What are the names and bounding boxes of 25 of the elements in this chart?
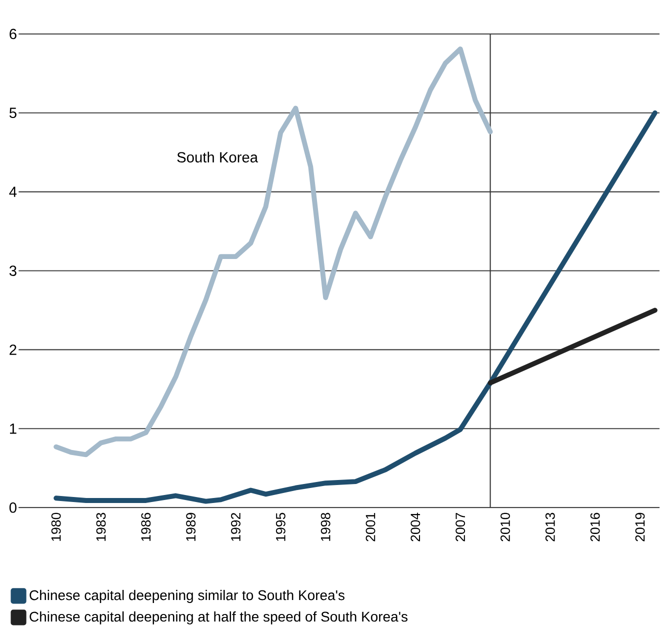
x-tick-label: 1989	[186, 512, 196, 541]
x-tick-label: 1992	[231, 512, 240, 541]
x-tick-label: 1986	[141, 512, 151, 541]
x-tick-label: 1995	[276, 512, 286, 541]
x-tick-label: 2007	[456, 512, 466, 542]
x-tick-label: 2013	[545, 512, 555, 542]
x-tick-label: 1983	[96, 512, 106, 541]
x-tick-label: 2004	[410, 512, 420, 542]
y-tick-label: 3	[9, 265, 16, 276]
y-tick-label: 0	[9, 502, 16, 513]
x-tick-label: 2010	[500, 512, 510, 542]
x-tick-label: 1998	[320, 512, 330, 541]
line-series	[54, 46, 493, 457]
y-tick-label: 6	[10, 28, 16, 39]
legend-label: Chinese capital deepening similar to South Korea's	[30, 590, 344, 603]
x-tick-label: 2001	[366, 512, 376, 542]
y-tick-label: 5	[9, 108, 16, 118]
y-tick-label: 1	[10, 423, 16, 434]
y-tick-label: 4	[9, 186, 17, 197]
y-tick-label: 2	[10, 344, 16, 355]
annotation: South Korea	[177, 151, 258, 162]
x-tick-label: 1980	[51, 512, 61, 541]
legend-label: Chinese capital deepening at half the speed of South Korea's	[30, 611, 408, 624]
x-tick-label: 2016	[590, 512, 600, 542]
x-tick-label: 2019	[635, 512, 645, 542]
